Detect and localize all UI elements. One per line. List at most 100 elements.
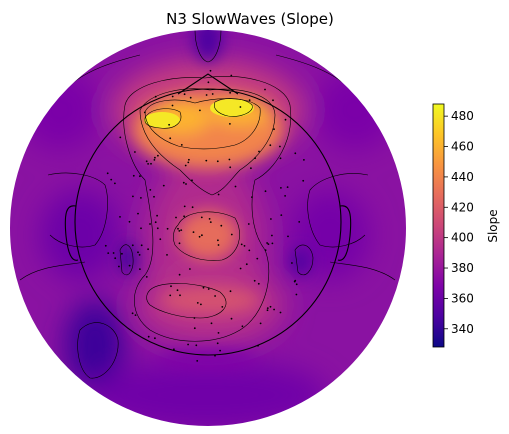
scalp-field xyxy=(9,29,407,427)
head-circle xyxy=(74,88,342,356)
colorbar-tick-label: 360 xyxy=(451,291,474,305)
sensor-point xyxy=(271,242,274,245)
sensor-point xyxy=(154,156,156,159)
sensor-point xyxy=(170,285,172,288)
sensor-point xyxy=(279,145,281,148)
sensor-point xyxy=(302,179,305,182)
sensor-point xyxy=(189,96,192,99)
contour-line xyxy=(119,244,134,276)
sensor-point xyxy=(195,344,198,347)
sensor-point xyxy=(139,268,141,270)
contour-line xyxy=(146,283,227,319)
sensor-point xyxy=(188,158,190,161)
sensor-point xyxy=(147,163,150,165)
colorbar-tick-label: 440 xyxy=(451,170,474,184)
sensor-point xyxy=(183,205,186,208)
contour-line xyxy=(294,244,314,276)
sensor-point xyxy=(229,123,231,125)
nose xyxy=(177,73,239,95)
sensor-point xyxy=(247,223,250,225)
colorbar-tick-label: 480 xyxy=(451,109,474,123)
sensor-point xyxy=(191,206,194,209)
sensor-point xyxy=(149,189,152,191)
sensor-point xyxy=(294,152,297,155)
sensor-point xyxy=(162,184,165,187)
sensor-point xyxy=(134,314,137,316)
sensor-point xyxy=(271,234,273,237)
sensor-point xyxy=(119,216,121,218)
sensor-point xyxy=(143,111,146,114)
sensor-point xyxy=(208,218,211,220)
sensor-point xyxy=(250,167,252,170)
sensor-point xyxy=(209,221,212,224)
sensor-point xyxy=(241,325,244,328)
sensor-point xyxy=(217,332,220,334)
sensor-point xyxy=(140,227,142,230)
sensor-point xyxy=(217,239,219,242)
sensor-point xyxy=(217,193,220,196)
sensor-point xyxy=(219,349,222,352)
sensor-point xyxy=(137,251,139,254)
sensor-point xyxy=(264,88,266,91)
sensor-point xyxy=(270,218,272,220)
sensor-point xyxy=(147,248,150,251)
field-blob xyxy=(158,350,258,370)
sensor-point xyxy=(118,265,120,268)
sensor-point xyxy=(229,166,232,169)
sensor-point xyxy=(145,276,148,278)
contour-line xyxy=(47,172,108,248)
sensor-point xyxy=(202,286,205,289)
sensor-point xyxy=(193,317,196,319)
sensor-point xyxy=(258,150,260,153)
sensor-point xyxy=(221,306,224,308)
contour-line xyxy=(173,211,240,261)
sensor-point xyxy=(228,158,231,161)
sensor-point xyxy=(269,144,272,147)
contour-line xyxy=(77,322,119,379)
sensor-point xyxy=(180,144,183,146)
contour-line xyxy=(213,98,253,117)
sensor-point xyxy=(153,159,156,161)
sensor-point xyxy=(171,104,174,107)
sensor-point xyxy=(272,99,274,102)
sensor-point xyxy=(187,343,190,346)
left-ear xyxy=(64,205,79,261)
sensor-point xyxy=(179,294,181,297)
sensor-point xyxy=(132,174,135,177)
field-blob xyxy=(290,248,310,276)
sensor-point xyxy=(192,231,195,234)
sensor-point xyxy=(273,128,275,131)
sensor-point xyxy=(168,123,171,126)
sensor-point xyxy=(280,214,283,217)
contour-line xyxy=(194,29,222,63)
sensor-point xyxy=(266,307,269,309)
sensor-point xyxy=(154,221,157,224)
sensor-point xyxy=(280,187,282,189)
sensor-point xyxy=(256,257,259,260)
field-blob xyxy=(88,360,328,427)
contour-line xyxy=(307,173,369,248)
sensor-point xyxy=(286,186,289,189)
sensor-point xyxy=(257,282,260,285)
contour-lines xyxy=(19,29,396,379)
contour-line xyxy=(144,98,261,150)
sensor-point xyxy=(178,230,181,232)
sensor-point xyxy=(182,181,185,184)
colorbar-tick-label: 400 xyxy=(451,231,474,245)
field-blob xyxy=(194,29,222,62)
sensor-point xyxy=(180,229,183,232)
head-outline xyxy=(64,73,352,356)
sensor-point xyxy=(110,178,113,181)
sensor-point xyxy=(199,109,201,112)
sensor-point xyxy=(104,244,107,247)
sensor-point xyxy=(239,106,242,108)
field-peak xyxy=(210,99,254,117)
sensor-point xyxy=(178,273,181,276)
sensor-point xyxy=(154,337,156,340)
colorbar-label: Slope xyxy=(486,209,500,242)
sensor-point xyxy=(201,234,203,237)
sensor-point xyxy=(303,159,305,161)
sensor-point xyxy=(176,289,179,292)
sensor-point xyxy=(184,164,187,167)
